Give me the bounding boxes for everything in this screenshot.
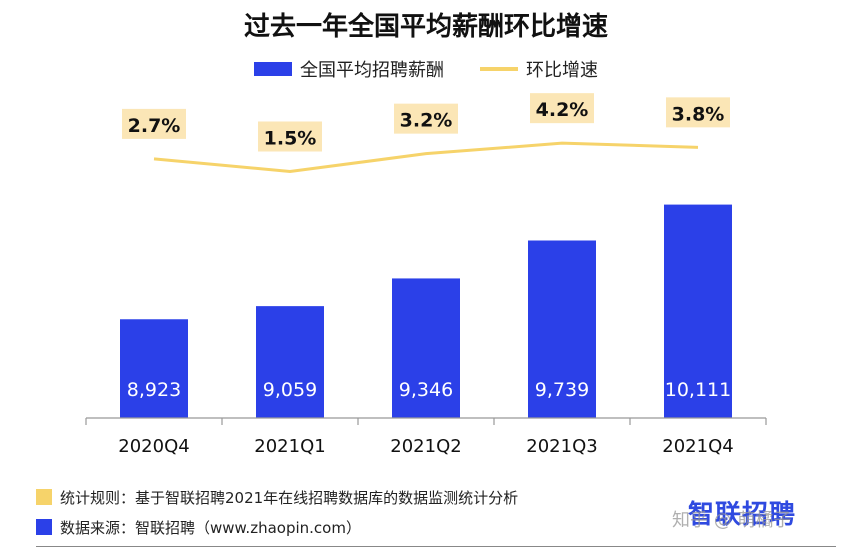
legend: 全国平均招聘薪酬 环比增速 — [0, 56, 852, 82]
bar-2021Q1 — [256, 306, 324, 418]
bar-label-2021Q3: 9,739 — [535, 379, 589, 401]
x-tick-label-2021Q4: 2021Q4 — [662, 436, 733, 457]
bottom-rule — [36, 546, 836, 547]
bar-label-2021Q2: 9,346 — [399, 379, 453, 401]
x-tick-label-2020Q4: 2020Q4 — [118, 436, 189, 457]
growth-label-bg-2021Q1 — [258, 121, 322, 152]
legend-item-salary: 全国平均招聘薪酬 — [254, 56, 444, 82]
growth-label-2021Q4: 3.8% — [672, 103, 725, 125]
legend-label-salary: 全国平均招聘薪酬 — [300, 60, 444, 81]
footnote-rule-text: 统计规则：基于智联招聘2021年在线招聘数据库的数据监测统计分析 — [60, 488, 519, 507]
chart-title: 过去一年全国平均薪酬环比增速 — [243, 12, 608, 42]
bar-2021Q2 — [392, 278, 460, 418]
footnotes: 统计规则：基于智联招聘2021年在线招聘数据库的数据监测统计分析 数据来源：智联… — [36, 482, 518, 542]
bar-label-2020Q4: 8,923 — [127, 379, 181, 401]
growth-label-bg-2021Q2 — [394, 103, 458, 134]
legend-swatch-bar — [254, 62, 292, 76]
bar-2021Q4 — [664, 204, 732, 418]
growth-label-2020Q4: 2.7% — [128, 115, 181, 137]
growth-label-bg-2021Q3 — [530, 93, 594, 124]
growth-label-bg-2021Q4 — [666, 97, 730, 128]
footnote-source: 数据来源：智联招聘（www.zhaopin.com） — [36, 512, 518, 542]
legend-label-growth: 环比增速 — [526, 60, 598, 81]
legend-item-growth: 环比增速 — [480, 56, 598, 82]
footnote-rule: 统计规则：基于智联招聘2021年在线招聘数据库的数据监测统计分析 — [36, 482, 518, 512]
bar-label-2021Q4: 10,111 — [665, 379, 731, 401]
bar-label-2021Q1: 9,059 — [263, 379, 317, 401]
watermark: 知乎 @ 萌橘子 — [672, 510, 792, 531]
bar-2020Q4 — [120, 319, 188, 418]
brand-logo: 智联招聘 — [688, 500, 797, 530]
growth-label-2021Q3: 4.2% — [536, 99, 589, 121]
footnote-source-swatch — [36, 519, 52, 535]
growth-line — [153, 141, 699, 174]
growth-label-2021Q1: 1.5% — [264, 128, 317, 150]
growth-label-bg-2020Q4 — [122, 108, 186, 139]
x-tick-label-2021Q3: 2021Q3 — [526, 436, 597, 457]
legend-swatch-line — [480, 67, 518, 71]
bar-2021Q3 — [528, 240, 596, 418]
footnote-rule-swatch — [36, 489, 52, 505]
x-tick-label-2021Q1: 2021Q1 — [254, 436, 325, 457]
x-tick-label-2021Q2: 2021Q2 — [390, 436, 461, 457]
footnote-source-text: 数据来源：智联招聘（www.zhaopin.com） — [60, 518, 361, 537]
growth-label-2021Q2: 3.2% — [400, 110, 453, 132]
chart-plot: 8,923 9,059 9,346 9,739 10,111 2020Q4 2021Q1 20… — [85, 93, 767, 457]
